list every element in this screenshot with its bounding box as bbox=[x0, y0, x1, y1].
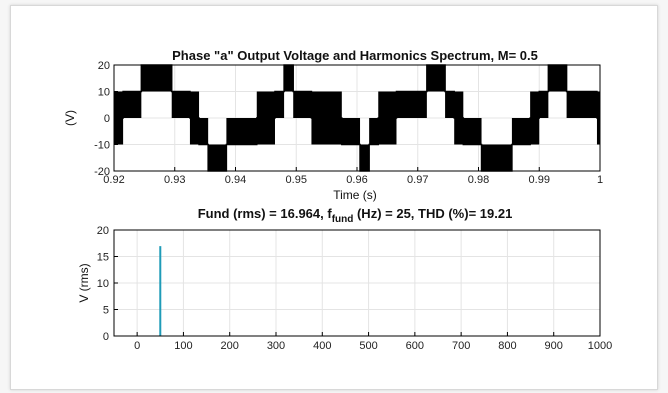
pwm-band bbox=[274, 91, 285, 118]
pwm-band bbox=[293, 91, 312, 118]
spectrum-x-tick-label: 300 bbox=[267, 340, 285, 352]
spectrum-x-tick-label: 500 bbox=[359, 340, 377, 352]
pwm-band bbox=[548, 65, 567, 92]
spectrum-x-tick-label: 700 bbox=[452, 340, 470, 352]
pwm-band bbox=[226, 118, 257, 145]
spectrum-x-tick-label: 0 bbox=[134, 340, 140, 352]
pwm-band bbox=[369, 118, 379, 145]
pwm-band bbox=[171, 91, 190, 118]
time-x-tick-label: 0.98 bbox=[468, 174, 489, 186]
time-y-tick-label: -20 bbox=[94, 166, 110, 178]
time-y-tick-label: 20 bbox=[98, 60, 110, 72]
spectrum-x-tick-label: 800 bbox=[498, 340, 516, 352]
spectrum-y-tick-label: 10 bbox=[97, 278, 109, 290]
spectrum-plot-title: Fund (rms) = 16.964, ffund (Hz) = 25, TH… bbox=[198, 206, 513, 225]
pwm-band bbox=[426, 65, 446, 92]
spectrum-plot-grid bbox=[114, 229, 601, 337]
pwm-band bbox=[284, 65, 294, 92]
pwm-band bbox=[396, 91, 427, 118]
time-x-tick-label: 0.93 bbox=[164, 174, 185, 186]
time-x-tick-label: 0.99 bbox=[529, 174, 550, 186]
time-plot-y-label: (V) bbox=[63, 110, 77, 126]
spectrum-plot-y-ticks: 20 15 10 5 0 bbox=[97, 225, 118, 343]
spectrum-plot-x-ticks: 0 100 200 300 400 500 600 700 800 900 1000 bbox=[134, 332, 612, 352]
spectrum-x-tick-label: 200 bbox=[221, 340, 239, 352]
time-x-tick-label: 0.92 bbox=[103, 174, 124, 186]
time-x-tick-label: 0.95 bbox=[286, 174, 307, 186]
time-plot-x-label: Time (s) bbox=[333, 188, 377, 202]
spectrum-x-tick-label: 100 bbox=[174, 340, 192, 352]
pwm-band bbox=[511, 118, 531, 145]
time-y-tick-label: -10 bbox=[94, 140, 110, 152]
pwm-band bbox=[141, 65, 172, 92]
time-y-tick-label: 0 bbox=[104, 113, 110, 125]
pwm-band bbox=[341, 118, 361, 145]
spectrum-x-tick-label: 600 bbox=[406, 340, 424, 352]
time-y-tick-label: 10 bbox=[98, 87, 110, 99]
spectrum-y-tick-label: 5 bbox=[103, 305, 109, 317]
time-x-tick-label: 0.94 bbox=[225, 174, 246, 186]
time-plot-y-ticks: 20 10 0 -10 -20 bbox=[94, 60, 118, 178]
time-plot-title: Phase "a" Output Voltage and Harmonics S… bbox=[172, 48, 538, 63]
spectrum-y-tick-label: 20 bbox=[97, 225, 109, 237]
pwm-band bbox=[463, 118, 482, 145]
pwm-band bbox=[539, 91, 549, 118]
time-x-tick-label: 1 bbox=[597, 174, 603, 186]
voltage-waveform bbox=[114, 64, 600, 172]
spectrum-y-tick-label: 0 bbox=[103, 331, 109, 343]
spectrum-plot-y-label: V (rms) bbox=[77, 263, 91, 302]
spectrum-x-tick-label: 900 bbox=[545, 340, 563, 352]
time-plot-x-ticks: 0.92 0.93 0.94 0.95 0.96 0.97 0.98 0.99 1 bbox=[103, 167, 603, 186]
pwm-band bbox=[199, 118, 209, 145]
time-x-tick-label: 0.97 bbox=[407, 174, 428, 186]
pwm-band bbox=[445, 91, 455, 118]
pwm-band bbox=[566, 91, 597, 118]
spectrum-y-tick-label: 15 bbox=[97, 252, 109, 264]
spectrum-x-tick-label: 400 bbox=[313, 340, 331, 352]
pwm-band bbox=[360, 144, 370, 171]
time-x-tick-label: 0.96 bbox=[346, 174, 367, 186]
pwm-band bbox=[208, 144, 227, 171]
pwm-band bbox=[481, 144, 512, 171]
spectrum-x-tick-label: 1000 bbox=[588, 340, 612, 352]
pwm-band bbox=[123, 91, 142, 118]
